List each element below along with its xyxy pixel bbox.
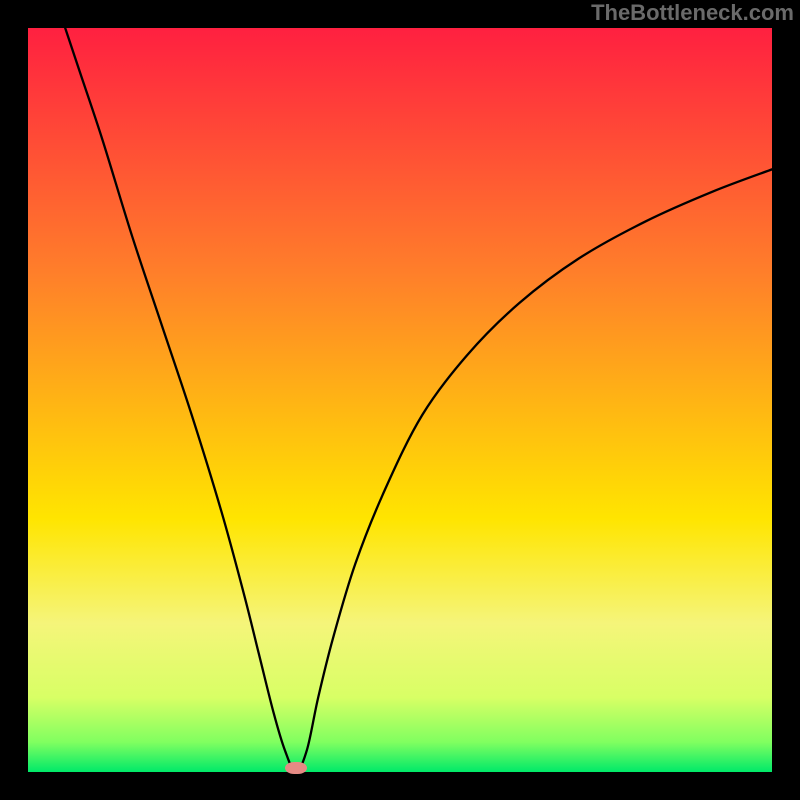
chart-container: { "watermark": { "text": "TheBottleneck.… <box>0 0 800 800</box>
min-marker <box>285 762 307 774</box>
bottleneck-curve <box>28 28 772 772</box>
curve-path <box>65 28 772 772</box>
watermark-text: TheBottleneck.com <box>591 0 794 26</box>
plot-area <box>28 28 772 772</box>
